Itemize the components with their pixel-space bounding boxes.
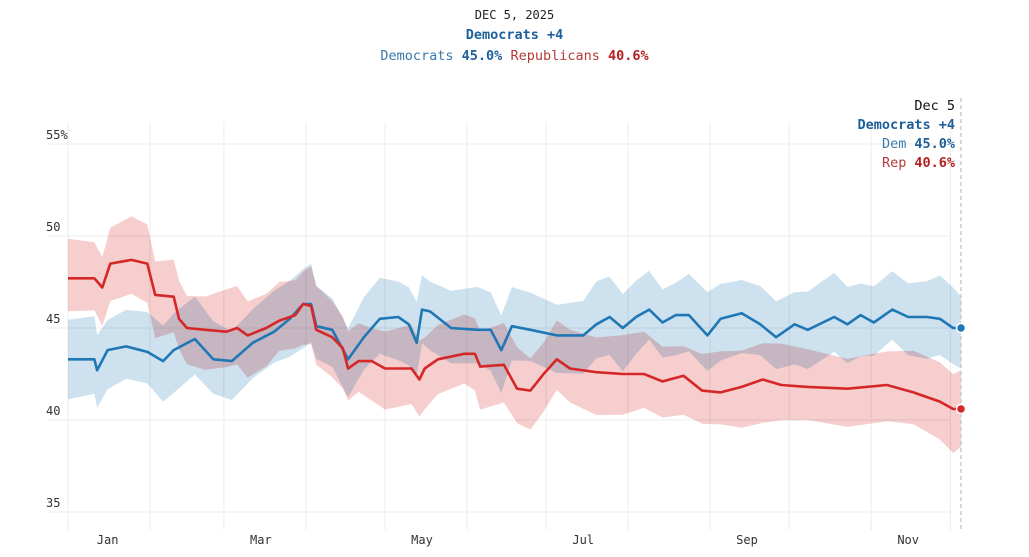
annotation-dem-label: Dem: [882, 136, 906, 152]
annotation-lead: Democrats +4: [857, 117, 955, 133]
x-tick-label: May: [411, 533, 433, 547]
annotation-rep-value: 40.6%: [914, 155, 956, 171]
dem-line: [68, 302, 961, 372]
series-lines: [68, 258, 961, 411]
annotation-rep: Rep 40.6%: [882, 155, 956, 171]
y-tick-label: 40: [46, 404, 60, 418]
confidence-bands: [68, 216, 961, 454]
header-dem-label: Democrats: [380, 48, 454, 64]
y-axis: 55% 50 45 40 35: [46, 128, 68, 510]
header-rep-label: Republicans: [510, 48, 600, 64]
header-dem-value: 45.0%: [461, 48, 503, 64]
x-axis: Jan Mar May Jul Sep Nov: [97, 533, 919, 547]
rep-line: [68, 258, 961, 411]
x-tick-label: Jan: [97, 533, 119, 547]
rep-end-dot: [955, 403, 967, 415]
header-values: Democrats 45.0% Republicans 40.6%: [0, 48, 1029, 64]
y-tick-label: 45: [46, 312, 60, 326]
y-tick-label: 50: [46, 220, 60, 234]
header-rep-value: 40.6%: [607, 48, 649, 64]
x-tick-label: Mar: [250, 533, 272, 547]
annotation-rep-label: Rep: [882, 155, 906, 171]
x-tick-label: Jul: [572, 533, 594, 547]
end-markers: [955, 322, 967, 415]
rep-confidence-band: [68, 216, 961, 454]
x-tick-label: Sep: [736, 533, 758, 547]
x-tick-label: Nov: [897, 533, 919, 547]
annotation-date: Dec 5: [914, 98, 955, 114]
annotation-dem: Dem 45.0%: [882, 136, 956, 152]
y-tick-label: 55%: [46, 128, 68, 142]
annotation-dem-value: 45.0%: [914, 136, 956, 152]
hover-annotation: Dec 5 Democrats +4 Dem 45.0% Rep 40.6%: [857, 98, 955, 171]
header-date: DEC 5, 2025: [474, 8, 555, 22]
header-lead: Democrats +4: [465, 27, 564, 43]
y-tick-label: 35: [46, 496, 60, 510]
dem-end-dot: [955, 322, 967, 334]
